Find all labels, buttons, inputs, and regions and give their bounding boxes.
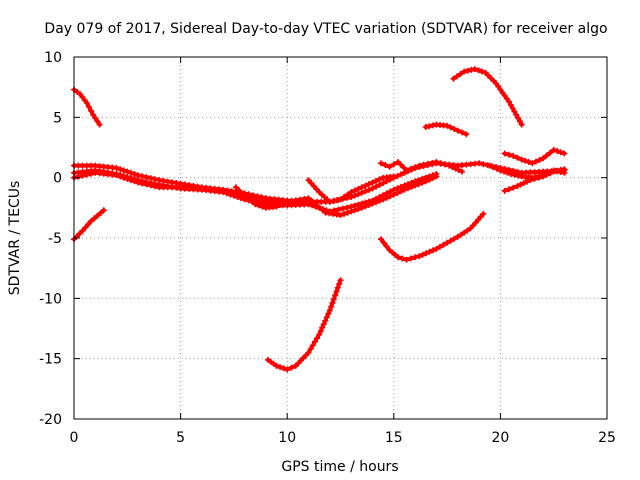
series-arc-8 (265, 277, 344, 373)
series-arc-4 (71, 167, 440, 215)
series-point-markers (422, 121, 470, 138)
series-point-markers (450, 66, 525, 128)
series-point-markers (305, 173, 397, 205)
x-tick-label: 25 (598, 430, 616, 446)
axis-ticks: 0 5 10 15 20 25 10 5 0 -5 -10 -15 -20 (39, 50, 616, 446)
x-tick-label: 15 (385, 430, 403, 446)
series-arc-11 (422, 121, 470, 138)
series-arc-6 (233, 184, 291, 211)
series-arc-2 (71, 207, 107, 243)
series-arc-15 (501, 146, 568, 167)
x-axis-label: GPS time / hours (281, 459, 398, 475)
series-arc-1 (71, 86, 103, 128)
x-tick-label: 0 (70, 430, 79, 446)
series-line (379, 211, 486, 262)
x-tick-label: 20 (491, 430, 509, 446)
y-tick-label: -10 (39, 291, 62, 307)
series-point-markers (233, 184, 291, 211)
y-axis-label: SDTVAR / TECUs (7, 181, 23, 296)
series-arc-10 (378, 159, 465, 175)
series-arc-14 (501, 166, 568, 194)
series-point-markers (71, 207, 107, 243)
x-tick-label: 5 (176, 430, 185, 446)
series-point-markers (71, 167, 440, 215)
series-arc-7 (305, 173, 397, 205)
series-point-markers (378, 210, 487, 263)
series-point-markers (71, 86, 103, 128)
y-tick-label: 10 (44, 50, 62, 66)
series-line (266, 278, 343, 372)
y-tick-label: 0 (53, 171, 62, 187)
grid (74, 57, 607, 419)
series-arc-12 (450, 66, 525, 128)
y-tick-label: -20 (39, 412, 62, 428)
x-tick-label: 10 (278, 430, 296, 446)
series-point-markers (501, 146, 568, 167)
chart-title: Day 079 of 2017, Sidereal Day-to-day VTE… (44, 21, 607, 37)
y-tick-label: 5 (53, 110, 62, 126)
y-tick-label: -5 (48, 231, 62, 247)
series-point-markers (501, 166, 568, 194)
plot-area-border (73, 56, 608, 420)
data-series (71, 66, 568, 373)
series-arc-9 (378, 210, 487, 263)
series-point-markers (265, 277, 344, 373)
y-tick-label: -15 (39, 352, 62, 368)
series-point-markers (378, 159, 465, 175)
